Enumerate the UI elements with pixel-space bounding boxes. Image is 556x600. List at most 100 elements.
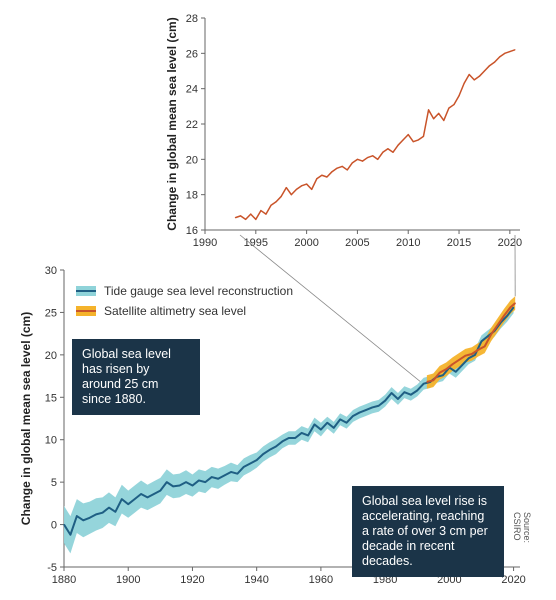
altimetry-data-point xyxy=(377,158,379,160)
satellite-data-point xyxy=(484,345,486,347)
tide-data-point xyxy=(339,418,341,420)
altimetry-data-point xyxy=(234,217,237,219)
satellite-data-point xyxy=(477,349,479,351)
tide-data-point xyxy=(307,434,309,437)
inset-connector-lines xyxy=(239,234,516,383)
main-y-tick-label: 10 xyxy=(45,435,57,447)
source-credit: Source: CSIRO xyxy=(512,512,532,544)
main-x-tick-label: 2020 xyxy=(501,574,525,586)
tide-gauge-swatch xyxy=(76,286,96,296)
main-y-tick-label: 20 xyxy=(45,350,57,362)
main-y-tick-label: 0 xyxy=(51,520,57,532)
main-x-tick-label: 2000 xyxy=(437,574,461,586)
tide-data-point xyxy=(204,481,206,483)
altimetry-data-point xyxy=(499,56,501,58)
altimetry-data-point xyxy=(433,118,435,120)
main-y-tick-label: 15 xyxy=(45,392,57,404)
tide-data-point xyxy=(313,423,316,426)
tide-data-point xyxy=(384,400,386,402)
altimetry-data-point xyxy=(448,107,450,109)
altimetry-data-point xyxy=(463,82,465,84)
tide-data-point xyxy=(281,440,283,443)
tide-data-point xyxy=(365,409,367,411)
tide-data-point xyxy=(114,511,116,513)
inset-y-tick-label: 26 xyxy=(186,48,198,60)
altimetry-data-point xyxy=(361,160,364,162)
satellite-data-point xyxy=(464,355,467,357)
tide-data-point xyxy=(358,411,361,414)
main-x-tick-label: 1880 xyxy=(52,574,76,586)
tide-data-point xyxy=(243,466,245,468)
altimetry-data-point xyxy=(280,195,282,198)
altimetry-data-point xyxy=(265,213,267,215)
altimetry-data-point xyxy=(488,65,491,67)
tide-data-point xyxy=(211,476,213,478)
inset-x-tick-label: 1990 xyxy=(193,237,217,249)
inset-y-axis-label: Change in global mean sea level (cm) xyxy=(165,17,179,230)
legend-item-tide-gauge: Tide gauge sea level reconstruction xyxy=(76,281,293,301)
main-x-tick-label: 1940 xyxy=(244,574,268,586)
inset-x-tick-label: 1995 xyxy=(244,237,268,249)
altimetry-data-point xyxy=(351,162,353,164)
tide-data-point xyxy=(455,371,457,373)
note-since-1880: Global sea level has risen by around 25 … xyxy=(72,339,200,415)
satellite-data-point xyxy=(451,363,454,365)
altimetry-data-point xyxy=(245,218,247,220)
tide-data-point xyxy=(352,415,354,417)
altimetry-data-point xyxy=(341,165,343,167)
tide-data-point xyxy=(256,459,258,461)
tide-data-point xyxy=(301,432,303,434)
main-y-tick-label: 30 xyxy=(45,265,57,277)
main-x-tick-label: 1960 xyxy=(309,574,333,586)
tide-data-point xyxy=(140,493,142,495)
altimetry-data-point xyxy=(295,188,298,190)
tide-data-point xyxy=(480,340,483,342)
main-x-tick-label: 1900 xyxy=(116,574,140,586)
altimetry-data-point xyxy=(275,201,277,203)
satellite-data-point xyxy=(432,379,434,381)
main-chart: -5 0 5 10 15 20 25 30 1880 1900 1920 1940 1960 1980 20… xyxy=(19,265,526,586)
inset-y-tick-label: 18 xyxy=(186,190,198,202)
satellite-data-point xyxy=(426,381,428,383)
altimetry-data-point xyxy=(458,95,460,97)
satellite-data-point xyxy=(471,353,473,355)
tide-data-point xyxy=(121,498,123,500)
inset-y-tick-label: 20 xyxy=(186,154,198,166)
tide-data-point xyxy=(249,462,251,465)
altimetry-data-point xyxy=(326,176,328,178)
main-y-axis-label: Change in global mean sea level (cm) xyxy=(19,312,33,525)
altimetry-data-point xyxy=(514,49,516,51)
tide-data-point xyxy=(506,315,508,317)
tide-data-point xyxy=(127,503,129,505)
altimetry-data-point xyxy=(306,183,308,185)
satellite-data-point xyxy=(458,359,460,361)
altimetry-data-point xyxy=(331,171,333,173)
altimetry-data-point xyxy=(468,73,470,76)
main-x-tick-label: 1980 xyxy=(373,574,397,586)
connector-left xyxy=(239,234,422,383)
altimetry-data-point xyxy=(336,167,338,169)
tide-data-point xyxy=(275,445,277,448)
tide-data-point xyxy=(89,517,91,519)
tide-data-point xyxy=(63,523,65,526)
altimetry-data-point xyxy=(300,185,303,187)
altimetry-data-point xyxy=(453,103,455,106)
tide-data-point xyxy=(134,498,136,500)
tide-data-point xyxy=(172,485,174,487)
tide-uncertainty-band xyxy=(64,301,514,554)
inset-x-tick-label: 2020 xyxy=(498,237,522,249)
inset-y-tick-label: 16 xyxy=(186,225,198,237)
tide-data-point xyxy=(262,453,264,455)
altimetry-data-point xyxy=(417,139,419,141)
inset-chart: 16 18 20 22 24 26 28 1990 1995 2000 2005 2010 2015 20… xyxy=(165,13,522,249)
altimetry-data-point xyxy=(290,194,292,196)
altimetry-data-point xyxy=(402,139,404,141)
tide-data-point xyxy=(333,427,335,429)
tide-data-point xyxy=(390,392,393,394)
altimetry-data-point xyxy=(366,156,369,159)
altimetry-data-point xyxy=(311,188,313,190)
satellite-data-point xyxy=(445,368,447,370)
tide-data-point xyxy=(191,484,194,487)
tide-data-point xyxy=(82,519,84,521)
